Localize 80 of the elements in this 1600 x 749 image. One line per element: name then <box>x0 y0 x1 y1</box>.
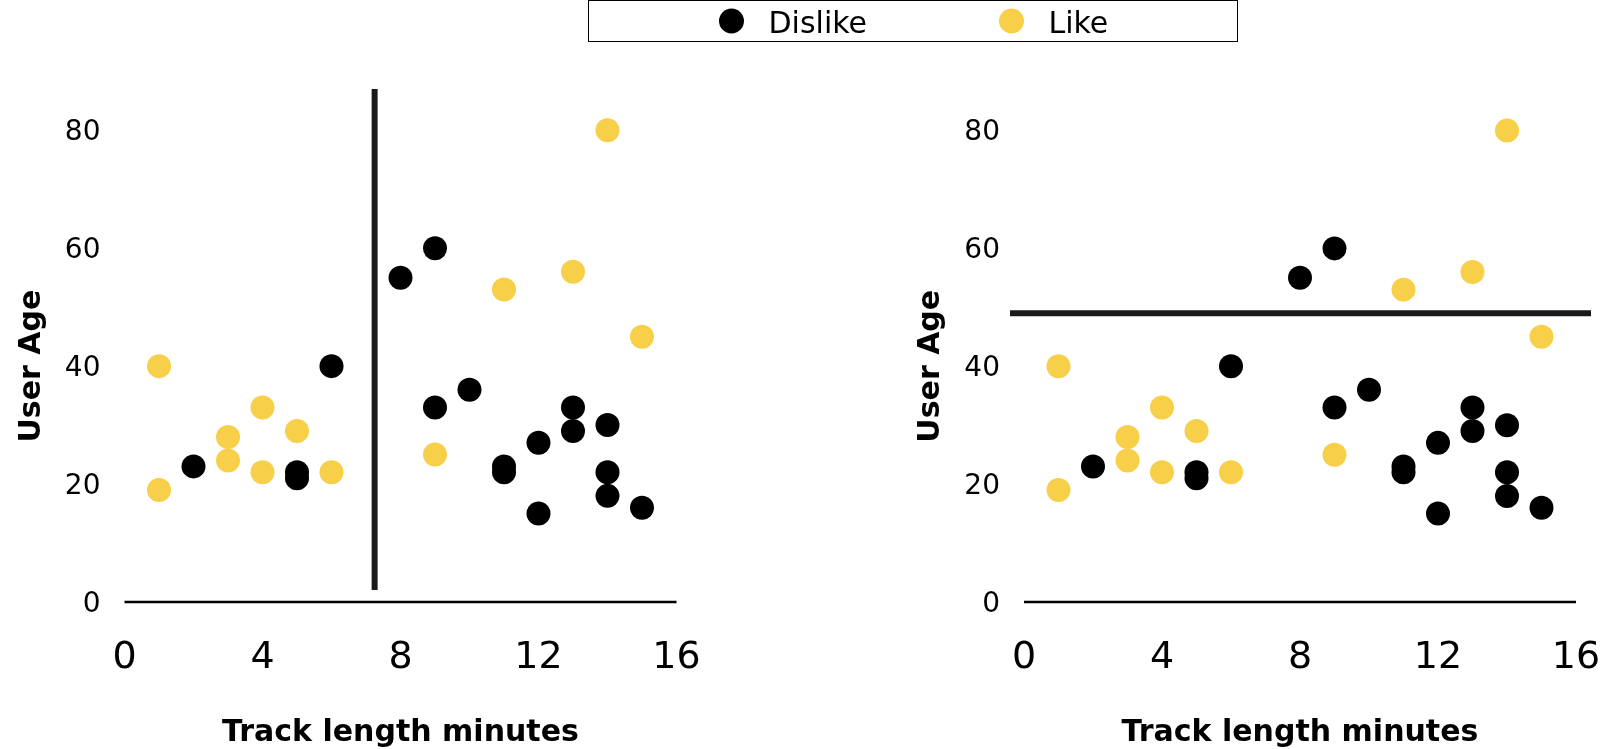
point <box>1529 495 1554 520</box>
point <box>1322 236 1347 261</box>
point <box>630 495 654 520</box>
point <box>595 118 620 143</box>
y-tick-label: 80 <box>64 113 101 147</box>
x-tick-label: 0 <box>1011 633 1037 677</box>
point <box>561 259 585 284</box>
point <box>250 460 275 485</box>
y-axis-title: User Age <box>11 289 46 443</box>
x-tick-label: 0 <box>112 633 137 677</box>
point <box>1150 395 1174 420</box>
y-tick-label: 60 <box>64 231 101 265</box>
point <box>1046 478 1071 503</box>
point <box>526 430 551 455</box>
point <box>1460 259 1485 284</box>
point <box>1426 430 1450 455</box>
y-tick-label: 40 <box>964 349 1000 383</box>
point <box>1184 419 1209 444</box>
x-tick-label: 8 <box>1287 633 1313 677</box>
legend-label: Like <box>1048 4 1109 40</box>
point <box>1357 377 1381 402</box>
point <box>1322 395 1347 420</box>
x-axis-title: Track length minutes <box>222 713 579 748</box>
x-tick-label: 16 <box>652 633 701 677</box>
point <box>1046 354 1071 379</box>
point <box>1219 460 1243 485</box>
point <box>595 460 620 485</box>
x-tick-label: 16 <box>1551 633 1600 677</box>
y-axis-title: User Age <box>910 289 946 443</box>
point <box>319 354 344 379</box>
y-tick-label: 20 <box>964 467 1000 501</box>
point <box>1495 483 1519 508</box>
point <box>423 395 447 420</box>
point <box>561 419 585 443</box>
y-tick-label: 80 <box>964 114 1000 147</box>
y-tick-label: 60 <box>964 231 1000 265</box>
point <box>388 265 413 290</box>
point <box>1115 424 1140 449</box>
point <box>250 395 275 420</box>
point <box>1495 460 1519 485</box>
x-tick-label: 4 <box>1149 633 1175 677</box>
point <box>630 324 654 349</box>
point <box>492 277 516 302</box>
point <box>595 413 620 438</box>
x-axis-title: Track length minutes <box>1121 713 1479 748</box>
point <box>1219 354 1243 379</box>
point <box>1460 395 1485 420</box>
y-tick-label: 0 <box>982 585 1000 619</box>
point <box>1495 118 1519 143</box>
point <box>1426 501 1450 526</box>
point <box>423 236 447 261</box>
point <box>423 442 447 467</box>
point <box>285 419 309 443</box>
point <box>319 460 344 485</box>
point <box>1529 324 1554 349</box>
point <box>561 395 585 420</box>
point <box>526 501 551 526</box>
point <box>1460 419 1485 444</box>
point <box>1115 448 1140 473</box>
x-tick-label: 12 <box>1413 633 1463 677</box>
y-tick-label: 0 <box>82 585 101 619</box>
x-tick-label: 8 <box>388 633 413 677</box>
point <box>1081 454 1105 479</box>
point <box>1288 265 1312 290</box>
point <box>216 448 240 473</box>
point <box>147 477 171 502</box>
legend-label: Dislike <box>768 4 867 40</box>
point <box>457 377 482 402</box>
x-tick-label: 4 <box>250 633 275 677</box>
point <box>1391 277 1416 302</box>
point <box>1495 413 1519 438</box>
point <box>216 424 240 449</box>
point <box>181 454 206 479</box>
y-tick-label: 40 <box>64 349 101 383</box>
point <box>595 483 620 508</box>
y-tick-label: 20 <box>64 467 101 501</box>
point <box>147 354 171 379</box>
point <box>1150 460 1174 485</box>
point <box>1322 442 1347 467</box>
x-tick-label: 12 <box>514 633 563 677</box>
